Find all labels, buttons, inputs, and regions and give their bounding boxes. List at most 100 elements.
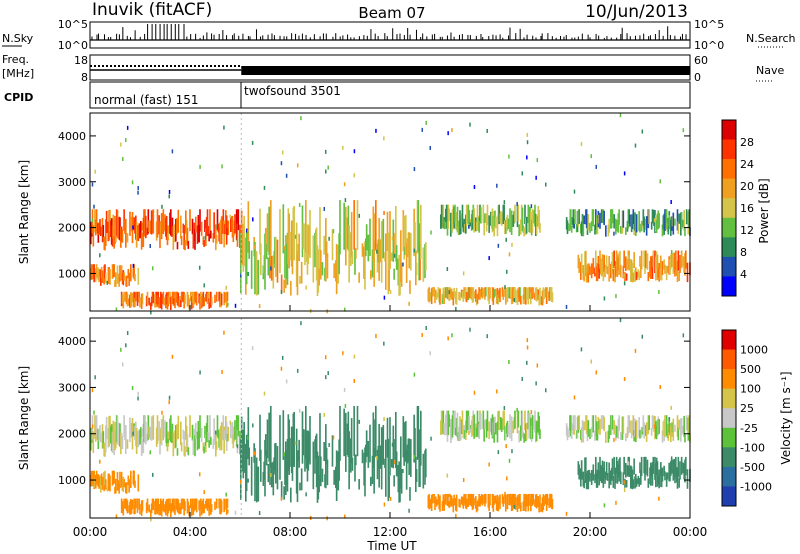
heatmap-cell <box>188 298 190 310</box>
heatmap-cell <box>455 418 458 437</box>
heatmap-cell <box>125 291 127 302</box>
heatmap-cell <box>660 255 662 269</box>
heatmap-cell <box>680 212 682 236</box>
heatmap-cell <box>107 221 110 242</box>
heatmap-cell <box>165 501 167 516</box>
heatmap-cell <box>534 410 536 433</box>
heatmap-cell <box>397 258 400 286</box>
heatmap-cell <box>641 129 644 134</box>
heatmap-cell <box>190 498 192 509</box>
heatmap-cell <box>223 498 225 513</box>
heatmap-cell <box>580 460 583 480</box>
heatmap-cell <box>524 204 526 225</box>
heatmap-cell <box>263 185 266 190</box>
power-heatmap <box>90 113 691 315</box>
colorbar-tick-label: 20 <box>740 180 754 193</box>
heatmap-cell <box>242 223 245 272</box>
heatmap-cell <box>380 221 383 283</box>
heatmap-cell <box>535 214 537 237</box>
heatmap-cell <box>623 281 626 286</box>
heatmap-cell <box>530 499 532 512</box>
heatmap-cell <box>622 210 625 228</box>
heatmap-cell <box>452 498 455 513</box>
heatmap-cell <box>231 215 234 238</box>
heatmap-cell <box>450 288 453 300</box>
heatmap-cell <box>459 292 461 301</box>
heatmap-cell <box>490 418 493 435</box>
cpid-segment-1: normal (fast) 151 <box>94 93 198 107</box>
heatmap-cell <box>205 291 208 302</box>
nsky-left-tick-top: 10^5 <box>58 18 88 31</box>
heatmap-cell <box>498 289 500 298</box>
heatmap-cell <box>378 217 380 281</box>
heatmap-cell <box>444 493 446 505</box>
heatmap-cell <box>91 182 94 187</box>
heatmap-cell <box>170 209 172 236</box>
heatmap-cell <box>645 218 647 230</box>
heatmap-cell <box>617 213 620 233</box>
heatmap-cell <box>218 498 220 509</box>
heatmap-cell <box>453 412 455 435</box>
heatmap-cell <box>232 228 235 242</box>
heatmap-cell <box>470 420 473 437</box>
heatmap-cell <box>602 209 605 224</box>
heatmap-cell <box>184 501 186 511</box>
heatmap-cell <box>199 370 201 375</box>
heatmap-cell <box>175 291 178 303</box>
heatmap-cell <box>413 167 416 172</box>
heatmap-cell <box>138 291 140 303</box>
heatmap-cell <box>150 517 152 522</box>
heatmap-cell <box>605 264 607 274</box>
heatmap-cell <box>455 291 457 304</box>
heatmap-cell <box>106 280 109 285</box>
heatmap-cell <box>626 220 629 232</box>
heatmap-cell <box>565 423 568 436</box>
heatmap-cell <box>133 217 135 231</box>
heatmap-cell <box>580 261 582 280</box>
heatmap-cell <box>602 261 605 282</box>
colorbar-tick-label: 1000 <box>740 344 768 357</box>
heatmap-cell <box>290 220 293 267</box>
heatmap-cell <box>130 292 133 307</box>
heatmap-cell <box>654 250 656 274</box>
heatmap-cell <box>199 209 201 232</box>
heatmap-cell <box>645 456 647 475</box>
heatmap-cell <box>472 204 475 224</box>
heatmap-cell <box>282 204 285 254</box>
heatmap-cell <box>639 429 641 439</box>
heatmap-cell <box>629 214 631 227</box>
heatmap-cell <box>272 255 275 289</box>
heatmap-cell <box>131 180 134 185</box>
heatmap-cell <box>306 231 309 275</box>
heatmap-cell <box>98 476 100 489</box>
heatmap-cell <box>115 514 118 519</box>
heatmap-cell <box>607 430 610 443</box>
heatmap-cell <box>292 207 295 260</box>
heatmap-cell <box>594 224 596 235</box>
heatmap-cell <box>186 433 189 451</box>
heatmap-cell <box>469 222 471 227</box>
heatmap-cell <box>99 459 101 464</box>
colorbar-swatch <box>722 408 736 429</box>
heatmap-cell <box>597 462 600 479</box>
heatmap-cell <box>107 266 110 284</box>
heatmap-cell <box>640 456 643 476</box>
heatmap-cell <box>679 461 681 480</box>
heatmap-cell <box>361 449 364 464</box>
heatmap-cell <box>536 158 539 163</box>
heatmap-cell <box>325 169 327 174</box>
heatmap-cell <box>196 431 199 451</box>
heatmap-cell <box>652 250 655 268</box>
heatmap-cell <box>440 410 443 435</box>
heatmap-cell <box>225 210 227 233</box>
heatmap-cell <box>355 454 357 466</box>
heatmap-cell <box>118 422 120 446</box>
colorbar-tick-label: 16 <box>740 202 754 215</box>
heatmap-cell <box>320 456 322 487</box>
heatmap-cell <box>576 416 579 439</box>
heatmap-cell <box>580 142 583 147</box>
heatmap-cell <box>587 214 590 231</box>
heatmap-cell <box>604 268 606 278</box>
heatmap-cell <box>164 420 166 438</box>
heatmap-cell <box>661 224 664 237</box>
